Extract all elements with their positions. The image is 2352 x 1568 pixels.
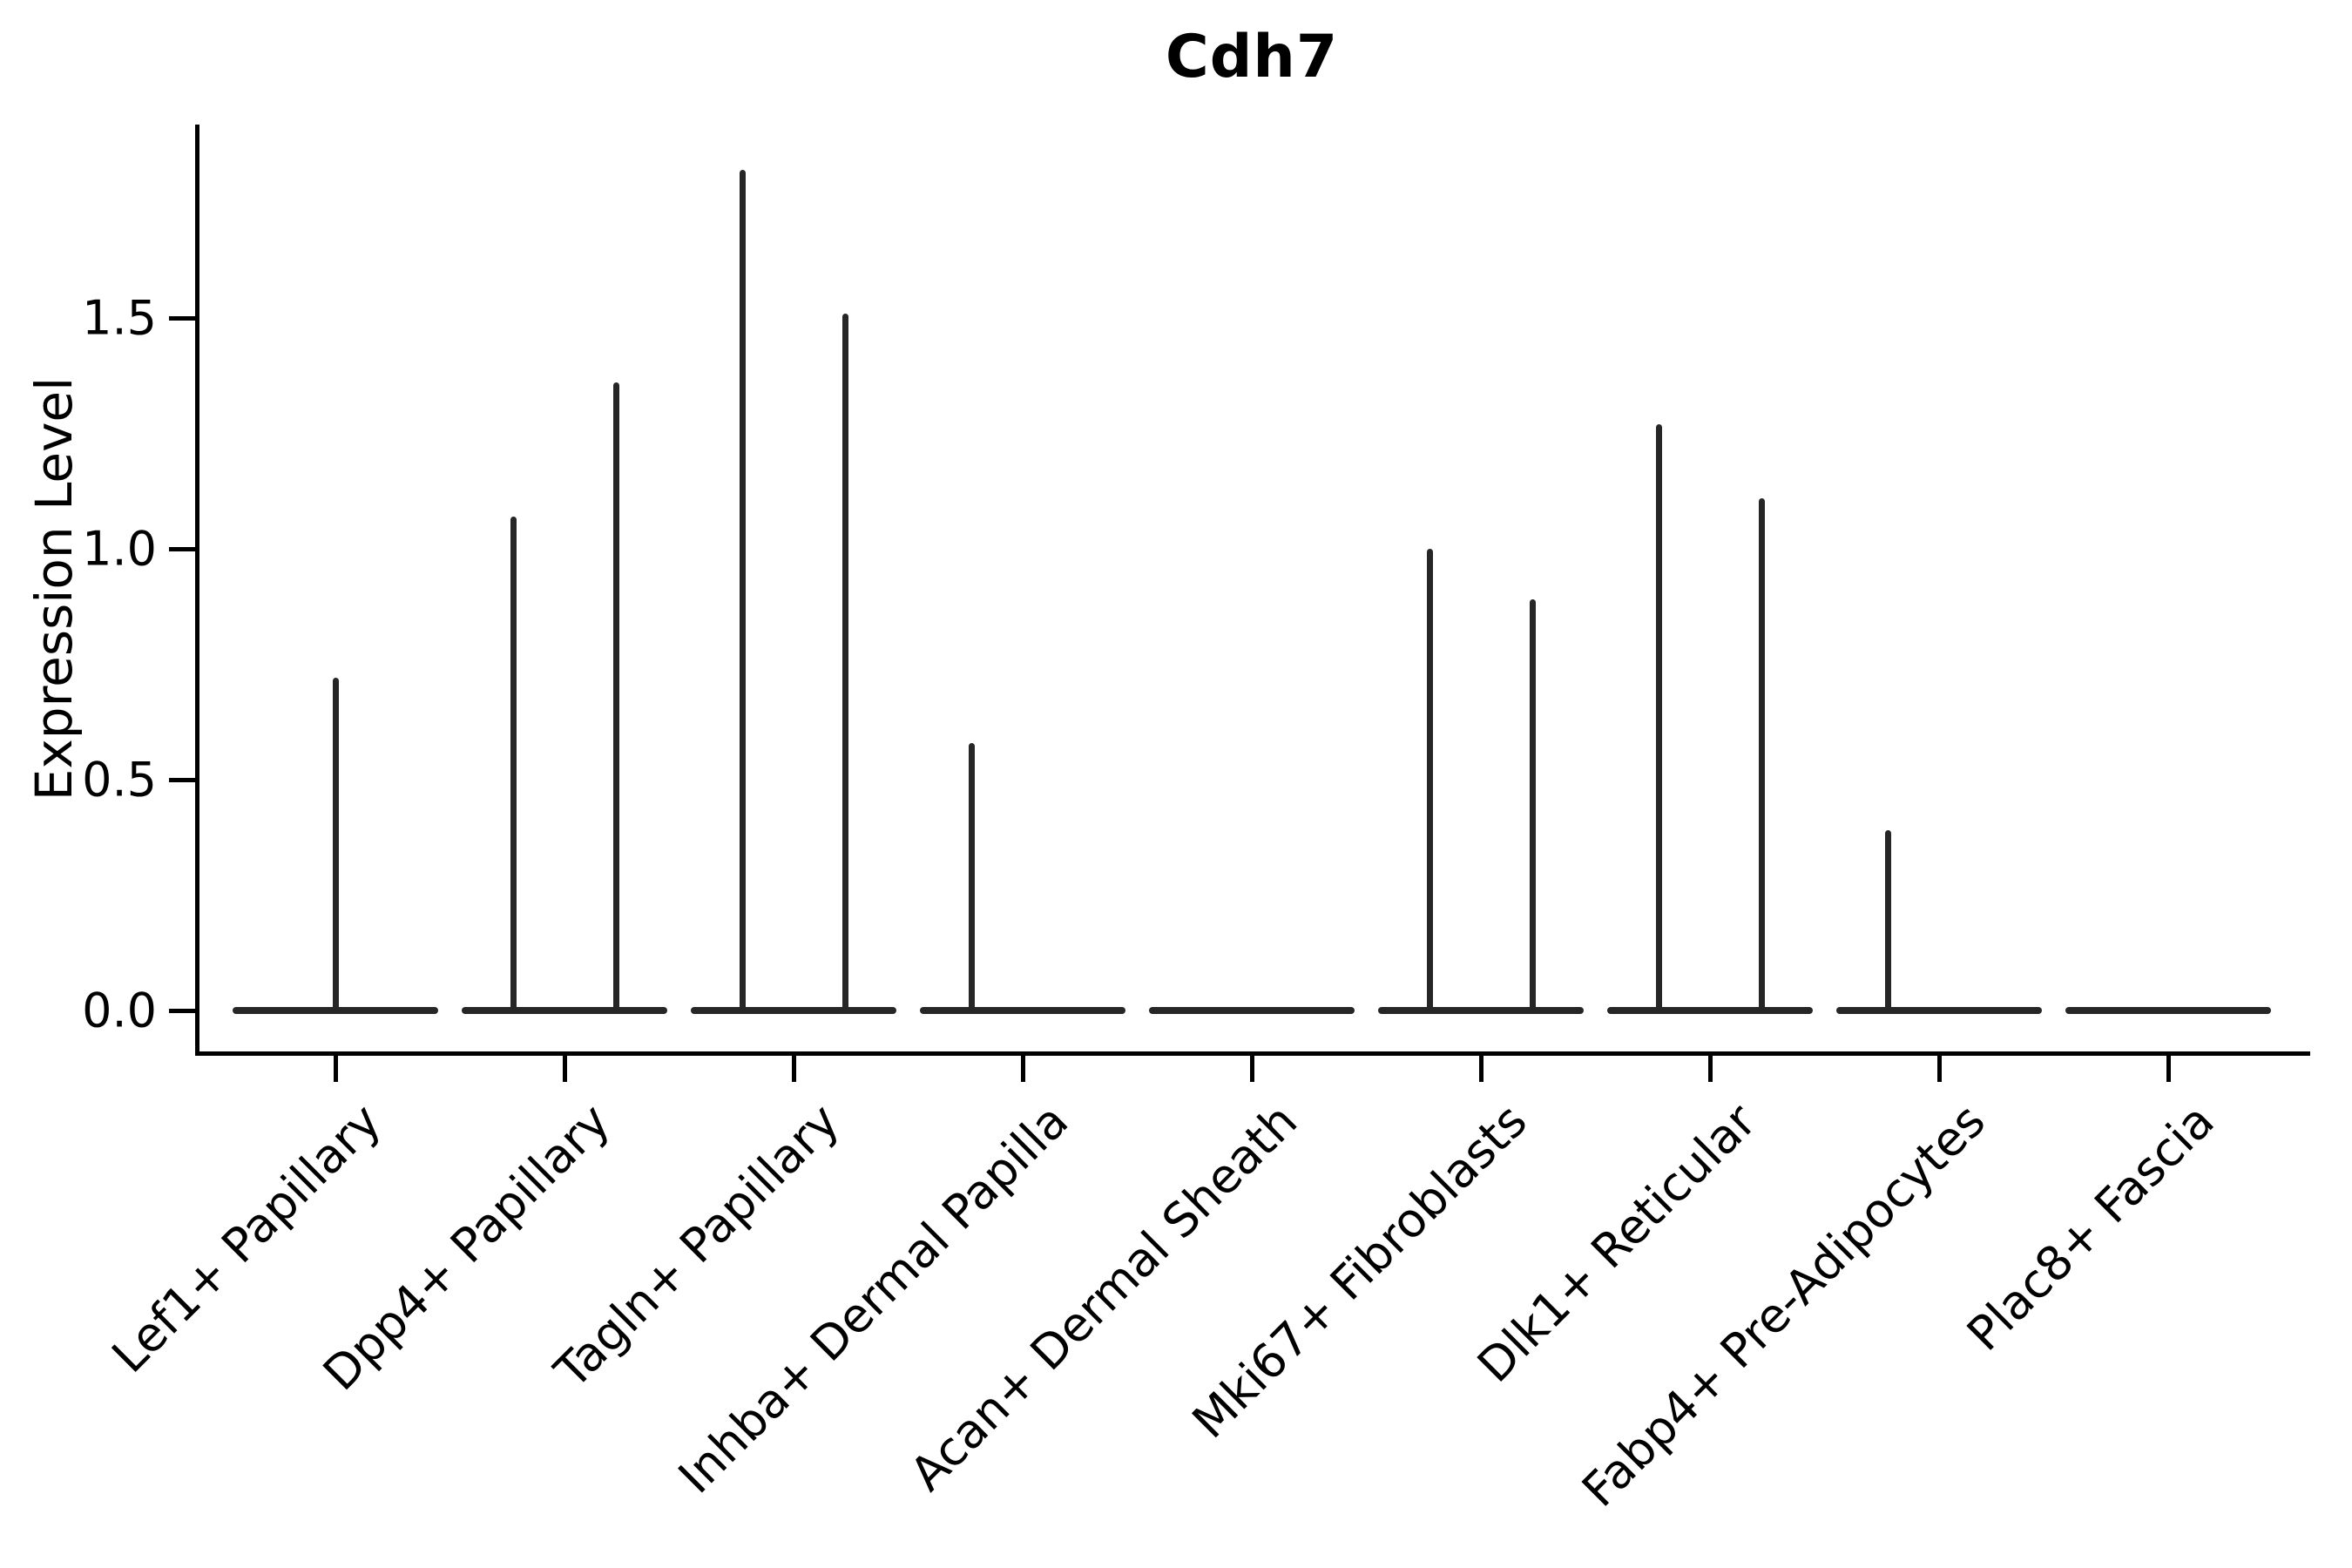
violin-spike — [612, 382, 619, 1010]
violin-spike — [739, 170, 746, 1010]
y-axis-label: Expression Level — [24, 376, 84, 801]
violin-body — [1607, 1007, 1813, 1014]
violin-body — [1836, 1007, 2042, 1014]
y-tick — [169, 316, 195, 321]
x-tick — [1708, 1056, 1713, 1082]
violin-spike — [1884, 830, 1891, 1010]
x-tick — [1479, 1056, 1484, 1082]
violin-spike — [1655, 423, 1662, 1010]
x-category-label: Plac8+ Fascia — [1956, 1093, 2225, 1362]
violin-spike — [1426, 549, 1433, 1010]
x-tick — [1250, 1056, 1254, 1082]
x-tick — [1937, 1056, 1942, 1082]
x-category-label: Inhba+ Dermal Papilla — [668, 1093, 1079, 1504]
x-axis-line — [195, 1051, 2310, 1056]
x-tick — [563, 1056, 567, 1082]
y-tick — [169, 1009, 195, 1013]
y-tick-label: 1.5 — [82, 290, 157, 346]
violin-body — [920, 1007, 1125, 1014]
violin-body — [691, 1007, 896, 1014]
violin-spike — [841, 313, 848, 1010]
x-tick — [2166, 1056, 2171, 1082]
violin-body — [1378, 1007, 1584, 1014]
y-tick-label: 0.5 — [82, 752, 157, 808]
y-tick — [169, 547, 195, 551]
violin-spike — [1529, 599, 1536, 1010]
violin-spike — [510, 516, 517, 1010]
violin-body — [2065, 1007, 2271, 1014]
violin-body — [1149, 1007, 1355, 1014]
y-axis-line — [195, 125, 199, 1056]
x-tick — [1021, 1056, 1025, 1082]
chart-title: Cdh7 — [1165, 23, 1339, 91]
x-category-label: Acan+ Dermal Sheath — [900, 1093, 1308, 1502]
y-tick-label: 1.0 — [82, 521, 157, 577]
y-tick — [169, 778, 195, 782]
violin-spike — [332, 678, 339, 1010]
violin-body — [462, 1007, 667, 1014]
violin-body — [233, 1007, 438, 1014]
violin-spike — [968, 742, 975, 1010]
x-tick — [792, 1056, 796, 1082]
x-tick — [334, 1056, 338, 1082]
x-category-label: Fabp4+ Pre-Adipocytes — [1571, 1093, 1996, 1517]
violin-spike — [1758, 497, 1765, 1010]
y-tick-label: 0.0 — [82, 983, 157, 1038]
